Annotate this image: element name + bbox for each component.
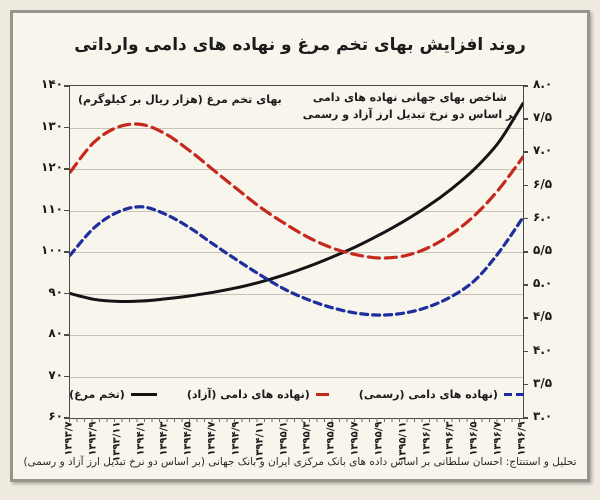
y-axis-tickmark-left [64,209,69,211]
y-axis-tickmark-right [523,85,528,87]
y-axis-tick-label-right: ۴.۰ [533,342,553,357]
y-axis-tickmark-right [523,251,528,253]
legend-item-egg: (تخم مرغ) [69,388,157,401]
y-axis-tickmark-left [64,417,69,419]
legend-marker-rasmi [503,393,524,396]
plot-area: بهای تخم مرغ (هزار ریال بر کیلوگرم) شاخص… [69,85,524,419]
y-axis-tick-label-right: ۸.۰ [533,77,553,91]
y-axis-tickmark-right [523,284,528,286]
y-axis-tick-label-left: ۶۰ [48,409,63,423]
y-axis-tick-label-right: ۵/۵ [533,243,553,257]
chart-card: روند افزایش بهای تخم مرغ و نهاده های دام… [10,10,590,482]
y-axis-tick-label-right: ۵.۰ [533,276,553,291]
y-axis-tickmark-left [64,375,69,377]
y-axis-tickmark-left [64,251,69,253]
y-axis-tickmark-left [64,85,69,87]
legend-item-azad: (نهاده های دامی (آزاد) [187,388,329,401]
legend: (تخم مرغ) (نهاده های دامی (آزاد) (نهاده ها… [69,388,524,401]
series-curves [70,101,523,317]
gridline [70,252,523,253]
y-axis-tick-label-left: ۱۰۰ [41,243,63,257]
y-axis-tickmark-right [523,317,528,319]
gridline [70,210,523,212]
legend-marker-egg [130,393,157,396]
y-axis-tick-label-right: ۷/۵ [533,110,553,125]
y-axis-tickmark-right [523,217,528,220]
y-axis-tick-label-right: ۶.۰ [533,209,553,224]
y-axis-tick-label-right: ۷.۰ [533,143,553,158]
y-axis-tickmark-left [64,126,69,128]
y-axis-tickmark-right [523,184,528,187]
legend-label-azad: (نهاده های دامی (آزاد) [186,388,310,401]
legend-item-rasmi: (نهاده های دامی (رسمی) [359,388,524,401]
series-line-egg [70,101,523,304]
series-line-rasmi [70,205,523,317]
y-axis-tickmark-right [523,383,528,386]
y-axis-tickmark-left [64,292,69,294]
y-axis-tick-label-right: ۶/۵ [533,176,553,191]
y-axis-tick-label-left: ۱۲۰ [41,160,63,174]
y-axis-tickmark-right [523,151,528,153]
y-axis-tick-label-left: ۷۰ [48,367,63,382]
x-axis-minor-ticks [69,418,523,422]
gridline [70,127,523,129]
left-axis-title: بهای تخم مرغ (هزار ریال بر کیلوگرم) [78,93,282,106]
right-axis-title-line1: شاخص بهای جهانی نهاده های دامی [312,91,507,104]
y-axis-tick-label-left: ۱۳۰ [41,118,63,133]
y-axis-tick-label-right: ۳.۰ [533,409,553,423]
y-axis-tick-label-left: ۹۰ [48,284,63,299]
y-axis-tickmark-right [523,118,528,120]
y-axis-tick-label-right: ۳/۵ [533,375,553,390]
y-axis-tickmark-right [523,350,528,353]
right-axis-title-line2: بر اساس دو نرخ تبدیل ارز آزاد و رسمی [302,107,517,121]
y-axis-tickmark-right [523,417,528,419]
right-axis-title: شاخص بهای جهانی نهاده های دامی بر اساس د… [303,90,517,123]
legend-label-rasmi: (نهاده های دامی (رسمی) [358,388,498,401]
gridline [70,376,523,378]
y-axis-tick-label-left: ۱۱۰ [41,201,63,216]
source-footer: تحلیل و استنتاج: احسان سلطانی بر اساس دا… [23,456,577,468]
chart-title: روند افزایش بهای تخم مرغ و نهاده های دام… [74,35,526,55]
gridline [70,335,523,336]
series-line-azad [70,122,523,260]
y-axis-tick-label-left: ۸۰ [48,326,63,340]
y-axis-tick-label-right: ۴/۵ [533,309,553,324]
y-axis-tickmark-left [64,334,69,336]
y-axis-tickmark-left [64,168,69,170]
gridline [70,169,523,170]
legend-marker-azad [315,393,329,396]
legend-label-egg: (تخم مرغ) [69,388,125,401]
y-axis-tick-label-left: ۱۴۰ [41,77,63,91]
